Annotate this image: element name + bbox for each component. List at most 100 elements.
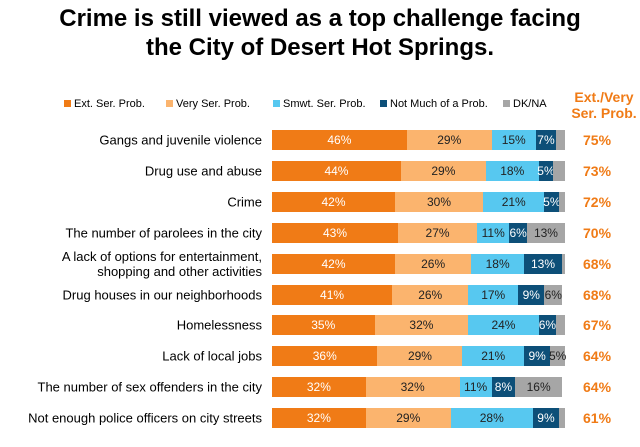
data-label: 46% [327, 133, 352, 147]
category-label: Gangs and juvenile violence [99, 132, 262, 148]
bar-segment [272, 253, 396, 274]
bar-segment [515, 377, 563, 398]
bar-segment [550, 346, 565, 367]
bar-segment [538, 160, 554, 181]
data-label: 32% [409, 318, 434, 333]
bar-segment [538, 315, 557, 336]
total-label: 73% [583, 162, 612, 179]
data-label: 29% [396, 411, 421, 426]
total-label: 72% [583, 193, 612, 210]
bar-segment [272, 408, 366, 429]
total-label: 75% [583, 132, 612, 148]
data-label: 44% [324, 163, 349, 178]
legend-item: Ext. Ser. Prob. [64, 98, 145, 110]
bar-segment [471, 253, 524, 274]
data-label: 8% [494, 380, 513, 395]
bar-segment [377, 346, 463, 367]
bar-segment [450, 408, 533, 429]
total-label: 70% [583, 224, 612, 241]
bar-segment [272, 130, 407, 150]
bar-segment [559, 408, 565, 429]
legend-item: DK/NA [503, 98, 547, 110]
bar-segment [406, 130, 492, 150]
chart-title: Crime is still viewed as a top challenge… [59, 5, 581, 61]
data-label: 32% [306, 380, 331, 395]
data-label: 43% [322, 225, 347, 240]
bar-segment [553, 160, 565, 181]
bar-segment [392, 284, 469, 305]
bar-segment [365, 377, 460, 398]
data-label: 9% [522, 287, 540, 302]
bar-segment [532, 408, 560, 429]
data-label: 6% [544, 287, 562, 302]
bar-segment [562, 253, 565, 274]
legend-label: Ext. Ser. Prob. [74, 98, 145, 110]
legend-swatch [503, 100, 510, 107]
bar-segment [556, 130, 565, 150]
bar-segment [477, 222, 510, 243]
data-label: 13% [531, 256, 556, 271]
bar-segment [365, 408, 451, 429]
data-label: 42% [321, 256, 346, 271]
data-label: 28% [479, 411, 504, 426]
category-label: Not enough police officers on city stree… [28, 410, 262, 426]
bar-segment [400, 160, 486, 181]
legend-item: Very Ser. Prob. [166, 98, 250, 110]
bar-segment [468, 284, 519, 305]
legend-swatch [380, 100, 387, 107]
data-label: 5% [549, 349, 567, 364]
category-label: Crime [227, 194, 262, 210]
bar-segment [468, 315, 539, 336]
bar-segment [491, 130, 536, 150]
legend-label: Not Much of a Prob. [390, 98, 488, 110]
bar-segment [485, 160, 539, 181]
bar-segment [523, 253, 563, 274]
data-label: 18% [485, 256, 510, 271]
bar-segment [509, 222, 527, 243]
category-label: The number of parolees in the city [65, 225, 262, 241]
total-label: 64% [583, 379, 612, 396]
bar-segment [272, 222, 398, 243]
data-label: 21% [501, 194, 526, 209]
data-label: 15% [501, 133, 526, 147]
category-label: The number of sex offenders in the city [37, 379, 263, 395]
data-label: 17% [481, 287, 506, 302]
data-label: 16% [526, 380, 551, 395]
bar-segment [462, 346, 524, 367]
data-label: 5% [537, 163, 555, 178]
data-label: 32% [306, 411, 331, 426]
category-label: A lack of options for entertainment, sho… [61, 248, 262, 279]
data-label: 32% [400, 380, 425, 395]
data-label: 5% [543, 194, 561, 209]
data-label: 35% [311, 318, 336, 333]
total-label: 67% [583, 317, 612, 334]
legend-label: DK/NA [513, 98, 547, 110]
totals-title: Ext./Very Ser. Prob. [571, 89, 637, 121]
data-label: 18% [500, 163, 525, 178]
data-label: 13% [533, 225, 558, 240]
legend-swatch [273, 100, 280, 107]
bar-segment [544, 284, 563, 305]
bar-segment [272, 377, 366, 398]
bar-segment [395, 253, 472, 274]
bar-segment [272, 160, 401, 181]
bar-segment [397, 222, 478, 243]
bar-segment [523, 346, 551, 367]
category-label: Homelessness [176, 317, 262, 333]
bar-segment [395, 191, 483, 212]
data-label: 6% [509, 225, 527, 240]
bar-segment [535, 130, 557, 150]
category-label: Drug houses in our neighborhoods [62, 287, 262, 302]
data-label: 9% [537, 411, 555, 426]
data-label: 29% [431, 163, 456, 178]
bar-segment [459, 377, 492, 398]
legend-swatch [64, 100, 71, 107]
data-label: 41% [320, 287, 345, 302]
total-label: 68% [583, 255, 612, 272]
data-label: 6% [538, 318, 557, 333]
bar-segment [491, 377, 516, 398]
data-label: 26% [418, 287, 443, 302]
bar-segment [526, 222, 565, 243]
data-label: 9% [528, 349, 546, 364]
data-label: 26% [421, 256, 446, 271]
